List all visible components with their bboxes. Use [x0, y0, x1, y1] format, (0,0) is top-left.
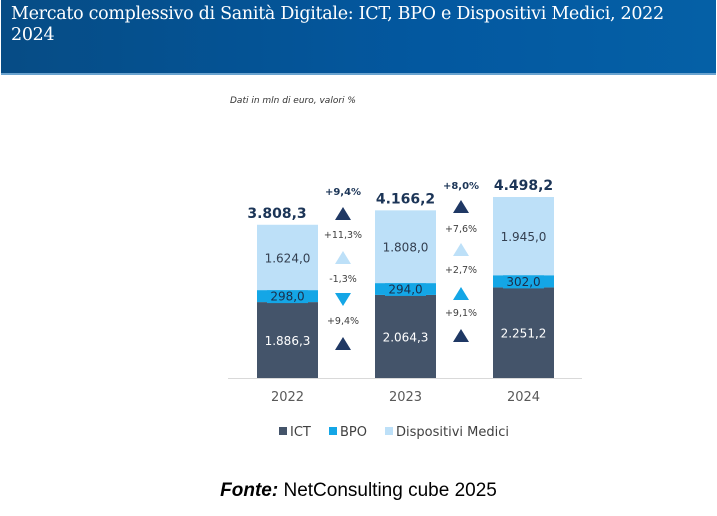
total-label-2024: 4.498,2	[494, 178, 553, 194]
bar-bpo-label-bg-2024	[503, 274, 544, 289]
bar-label-dm-2024: 1.945,0	[501, 230, 547, 244]
growth-arrow-down-icon	[335, 293, 351, 306]
total-label-2022: 3.808,3	[247, 206, 306, 222]
bar-label-ict-2023: 2.064,3	[383, 330, 429, 344]
bar-dm-2024	[493, 197, 554, 276]
growth-label-bpo-2023-2024: +2,7%	[445, 265, 477, 276]
legend-label-ict: ICT	[290, 425, 311, 440]
growth-label-ict-2022-2023: +9,4%	[327, 316, 359, 327]
growth-arrow-up-icon	[335, 337, 351, 350]
source-label: Fonte:	[220, 480, 279, 501]
source-note: Fonte: NetConsulting cube 2025	[0, 480, 717, 502]
bar-label-dm-2023: 1.808,0	[383, 241, 429, 255]
x-tick-2023: 2023	[389, 390, 422, 405]
bar-ict-2024	[493, 287, 554, 378]
bar-bpo-label-bg-2022	[267, 289, 308, 304]
legend-label-dispositivi-medici: Dispositivi Medici	[396, 425, 509, 440]
legend-label-bpo: BPO	[340, 425, 367, 440]
bar-label-bpo-2024: 302,0	[506, 275, 540, 289]
stacked-bar-chart: 1.886,3 298,0 1.624,0 3.808,3 2022 2.064,3 294…	[228, 178, 582, 440]
legend-swatch-ict	[279, 427, 287, 435]
growth-arrow-up-icon	[335, 207, 351, 220]
bar-label-ict-2024: 2.251,2	[501, 327, 547, 341]
growth-arrow-up-icon	[453, 287, 469, 300]
bar-label-dm-2022: 1.624,0	[265, 251, 311, 265]
bar-ict-2022	[257, 302, 318, 378]
page-title: Mercato complessivo di Sanità Digitale: …	[11, 4, 664, 45]
bar-label-ict-2022: 1.886,3	[265, 334, 311, 348]
growth-label-bpo-2022-2023: -1,3%	[329, 274, 357, 285]
bar-dm-2022	[257, 224, 318, 291]
growth-arrow-up-icon	[453, 329, 469, 342]
bar-dm-2023	[375, 210, 436, 284]
bar-label-bpo-2022: 298,0	[270, 290, 304, 304]
total-label-2023: 4.166,2	[376, 191, 435, 207]
bar-label-bpo-2023: 294,0	[388, 283, 422, 297]
growth-arrow-up-icon	[453, 243, 469, 256]
source-text: NetConsulting cube 2025	[283, 480, 497, 501]
growth-label-total-2022-2023: +9,4%	[325, 187, 361, 198]
growth-label-total-2023-2024: +8,0%	[443, 181, 479, 192]
x-tick-2024: 2024	[507, 390, 540, 405]
growth-label-dispositivi-medici-2022-2023: +11,3%	[324, 230, 362, 241]
bar-bpo-label-bg-2023	[385, 282, 426, 296]
bar-ict-2023	[375, 294, 436, 378]
header-banner: Mercato complessivo di Sanità Digitale: …	[1, 0, 716, 75]
growth-label-ict-2023-2024: +9,1%	[445, 308, 477, 319]
legend-swatch-dispositivi-medici	[385, 427, 393, 435]
growth-arrow-up-icon	[453, 200, 469, 213]
growth-label-dispositivi-medici-2023-2024: +7,6%	[445, 224, 477, 235]
legend-swatch-bpo	[329, 427, 337, 435]
x-tick-2022: 2022	[271, 390, 304, 405]
growth-arrow-up-icon	[335, 251, 351, 264]
chart-subtitle: Dati in mln di euro, valori %	[230, 96, 356, 106]
